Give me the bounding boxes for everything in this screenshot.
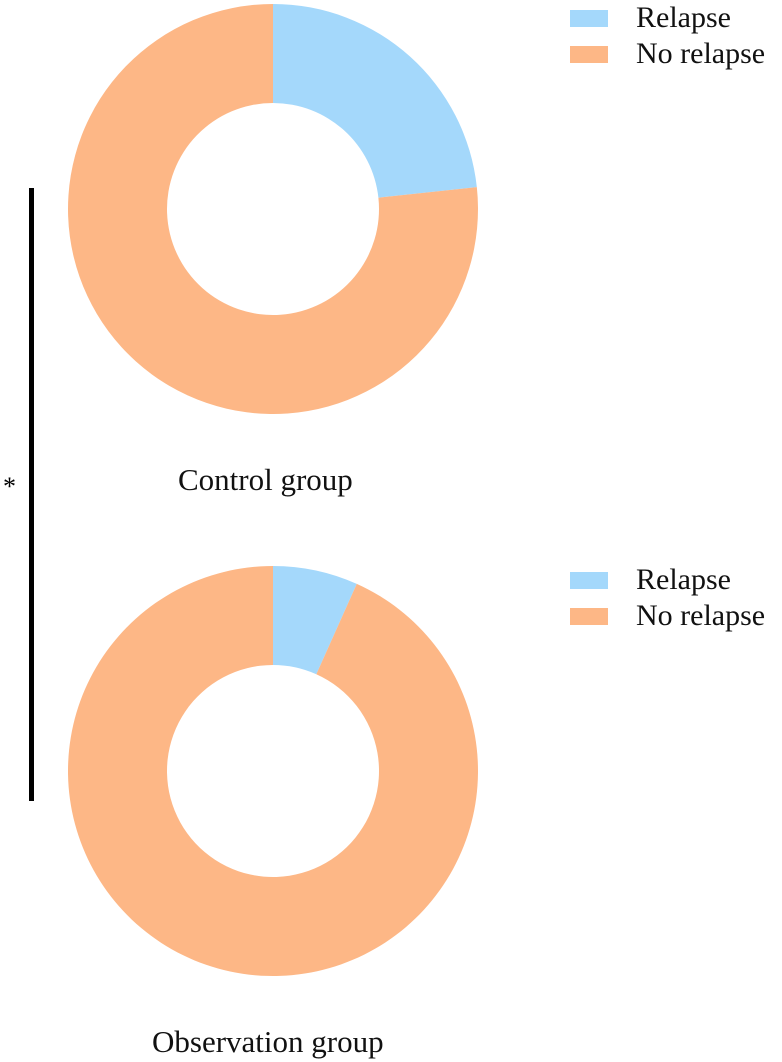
donut-slice-observation-no-relapse	[67, 566, 478, 976]
legend-swatch-no-relapse	[570, 608, 608, 625]
legend-label-relapse: Relapse	[636, 563, 731, 596]
control-group-title: Control group	[178, 462, 353, 497]
legend-label-no-relapse: No relapse	[636, 599, 766, 632]
significance-marker: *	[3, 472, 16, 501]
legend-swatch-relapse	[570, 572, 608, 589]
significance-bar	[29, 188, 34, 801]
legend-label-no-relapse: No relapse	[636, 37, 766, 70]
observation-group-title: Observation group	[152, 1024, 384, 1059]
legend-swatch-no-relapse	[570, 46, 608, 63]
legend-swatch-relapse	[570, 10, 608, 27]
legend-label-relapse: Relapse	[636, 1, 731, 34]
donut-slice-control-relapse	[273, 4, 477, 198]
donut-slice-observation-relapse	[273, 566, 357, 675]
donut-slice-control-no-relapse	[67, 4, 478, 414]
